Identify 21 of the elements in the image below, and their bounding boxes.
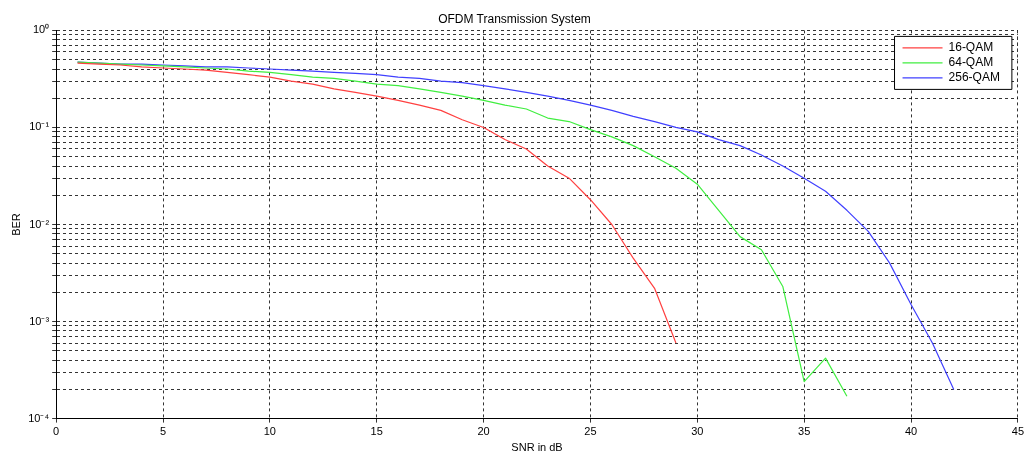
legend-label: 64-QAM [948, 55, 994, 70]
y-tick-label: 10⁻³ [29, 314, 50, 327]
x-tick-label: 30 [691, 425, 704, 438]
chart-title: OFDM Transmission System [438, 11, 591, 26]
x-tick-label: 45 [1011, 425, 1025, 438]
x-tick-label: 40 [904, 425, 918, 438]
y-tick-label: 10⁻² [29, 217, 50, 230]
y-axis-title: BER [9, 213, 22, 236]
x-tick-label: 0 [53, 425, 60, 438]
legend-label: 16-QAM [948, 40, 994, 55]
x-tick-label: 20 [477, 425, 490, 438]
x-tick-label: 10 [263, 425, 276, 438]
x-tick-label: 5 [159, 425, 167, 438]
x-tick-label: 35 [798, 425, 811, 438]
x-tick-label: 15 [370, 425, 383, 438]
legend-label: 256-QAM [948, 70, 1000, 85]
y-tick-label: 10⁰ [32, 23, 50, 36]
x-axis-title: SNR in dB [511, 441, 563, 454]
x-tick-label: 25 [584, 425, 597, 438]
y-tick-label: 10⁻⁴ [28, 411, 50, 424]
y-tick-label: 10⁻¹ [29, 120, 50, 133]
